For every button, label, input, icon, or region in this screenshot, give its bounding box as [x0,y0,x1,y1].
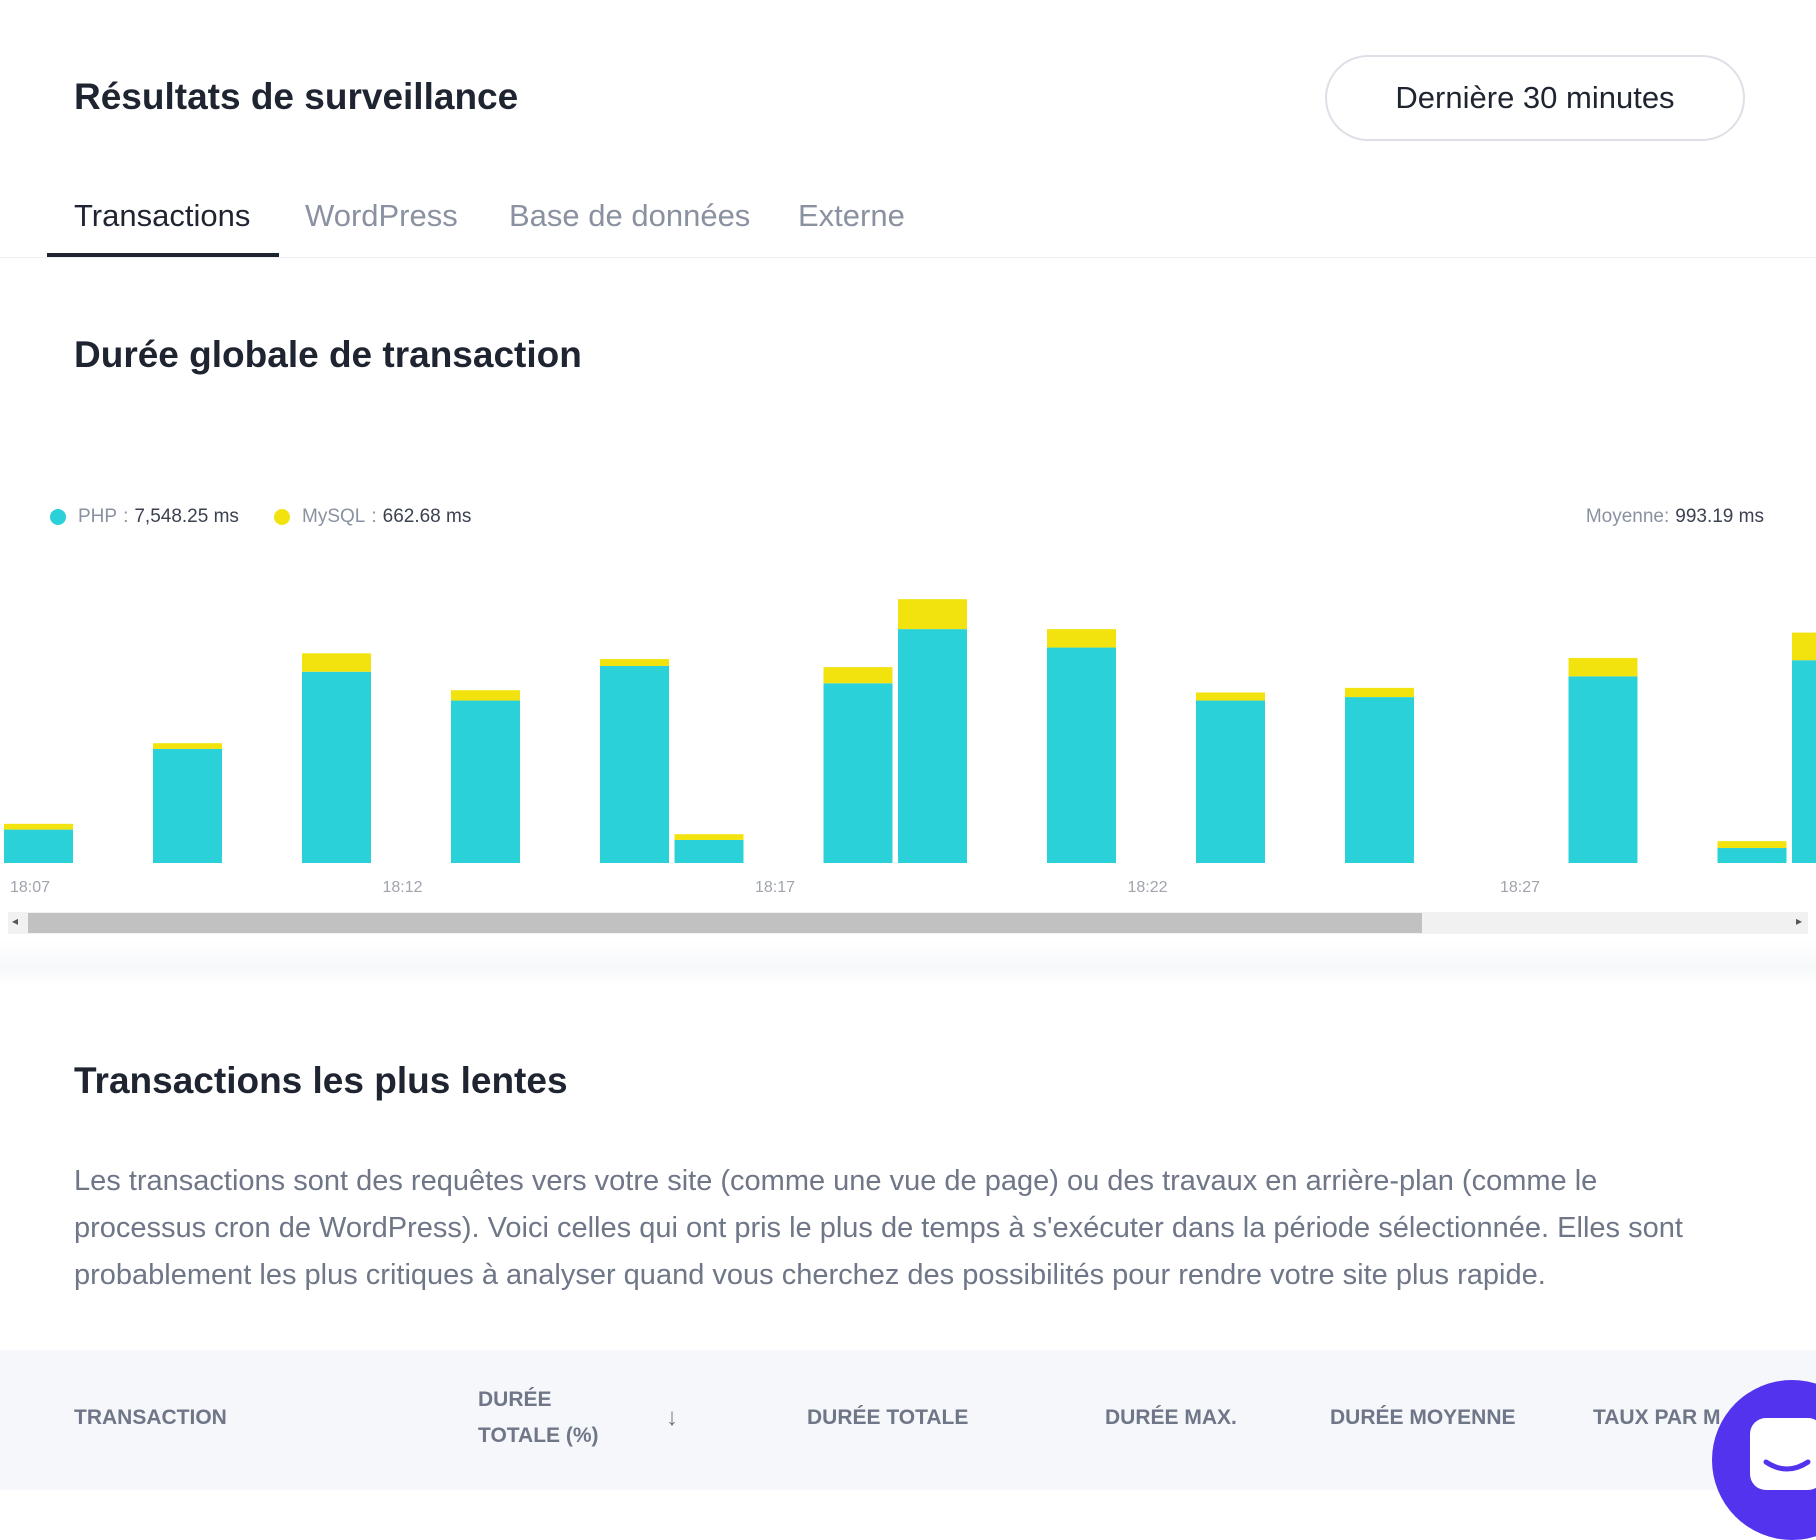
mysql-bar[interactable] [600,659,669,666]
php-bar[interactable] [898,629,967,863]
mysql-bar[interactable] [1792,632,1816,661]
tab-transactions[interactable]: Transactions [74,198,251,233]
col-total-duration[interactable]: DURÉE TOTALE [807,1406,969,1429]
x-tick-label: 18:07 [10,879,50,896]
mysql-bar[interactable] [1717,841,1787,849]
legend-mysql-name: MySQL [302,506,366,527]
mysql-bar[interactable] [1047,629,1116,648]
php-bar[interactable] [1196,700,1265,863]
php-bar[interactable] [1717,848,1787,863]
col-transaction[interactable]: TRANSACTION [74,1406,227,1429]
tab-external[interactable]: Externe [798,198,905,233]
php-bar[interactable] [674,839,744,863]
col-rate-per-minute[interactable]: TAUX PAR M [1593,1406,1721,1429]
chart-title: Durée globale de transaction [74,334,582,375]
active-tab-indicator [47,253,279,257]
php-bar[interactable] [153,748,222,863]
php-bar[interactable] [4,829,73,863]
mysql-bar[interactable] [302,653,371,672]
transaction-duration-chart: 18:07 18:12 18:17 18:22 18:27 [4,599,1816,896]
average-value: 993.19 ms [1675,506,1764,527]
tab-wordpress[interactable]: WordPress [305,198,458,233]
average: Moyenne: 993.19 ms [1586,506,1764,528]
average-label: Moyenne: [1585,506,1670,527]
scroll-left-icon[interactable]: ◂ [12,914,19,928]
sort-down-icon[interactable]: ↓ [666,1404,678,1431]
legend-php: PHP: 7,548.25 ms [50,506,239,528]
php-bar[interactable] [600,665,669,863]
divider [0,257,1816,258]
mysql-bar[interactable] [4,823,73,830]
col-max-duration[interactable]: DURÉE MAX. [1105,1406,1237,1429]
scroll-right-icon[interactable]: ▸ [1796,914,1803,928]
slow-transactions-description: Les transactions sont des requêtes vers … [74,1165,1683,1291]
legend-mysql-total: 662.68 ms [382,506,472,527]
php-bar[interactable] [1345,697,1414,863]
table-header [0,1350,1816,1490]
php-dot-icon [50,509,66,525]
legend-mysql: MySQL: 662.68 ms [274,506,471,528]
mysql-bar[interactable] [674,834,744,840]
x-tick-label: 18:27 [1500,879,1540,896]
slow-transactions-title: Transactions les plus lentes [74,1060,568,1101]
mysql-bar[interactable] [451,690,520,701]
x-tick-label: 18:22 [1128,879,1168,896]
mysql-bar[interactable] [1345,687,1414,698]
mysql-bar[interactable] [898,599,967,630]
mysql-bar[interactable] [1568,657,1638,677]
php-bar[interactable] [1792,660,1816,863]
mysql-bar[interactable] [153,743,222,749]
legend-php-total: 7,548.25 ms [134,506,239,527]
page-title: Résultats de surveillance [74,76,519,117]
time-range-button[interactable]: Dernière 30 minutes [1325,55,1745,141]
section-divider [0,940,1816,985]
php-bar[interactable] [451,700,520,863]
x-tick-label: 18:12 [383,879,423,896]
mysql-bar[interactable] [823,667,893,684]
php-bar[interactable] [823,683,893,863]
chat-icon [1750,1418,1816,1490]
php-bar[interactable] [302,671,371,863]
col-avg-duration[interactable]: DURÉE MOYENNE [1330,1406,1516,1429]
php-bar[interactable] [1568,676,1638,863]
mysql-bar[interactable] [1196,692,1265,701]
col-total-duration-pct[interactable]: DURÉE TOTALE (%) [478,1388,599,1447]
tab-database[interactable]: Base de données [509,198,751,233]
legend-php-name: PHP [78,506,118,527]
chart-scrollbar-thumb[interactable] [28,913,1422,933]
x-tick-label: 18:17 [755,879,795,896]
php-bar[interactable] [1047,647,1116,863]
mysql-dot-icon [274,509,290,525]
